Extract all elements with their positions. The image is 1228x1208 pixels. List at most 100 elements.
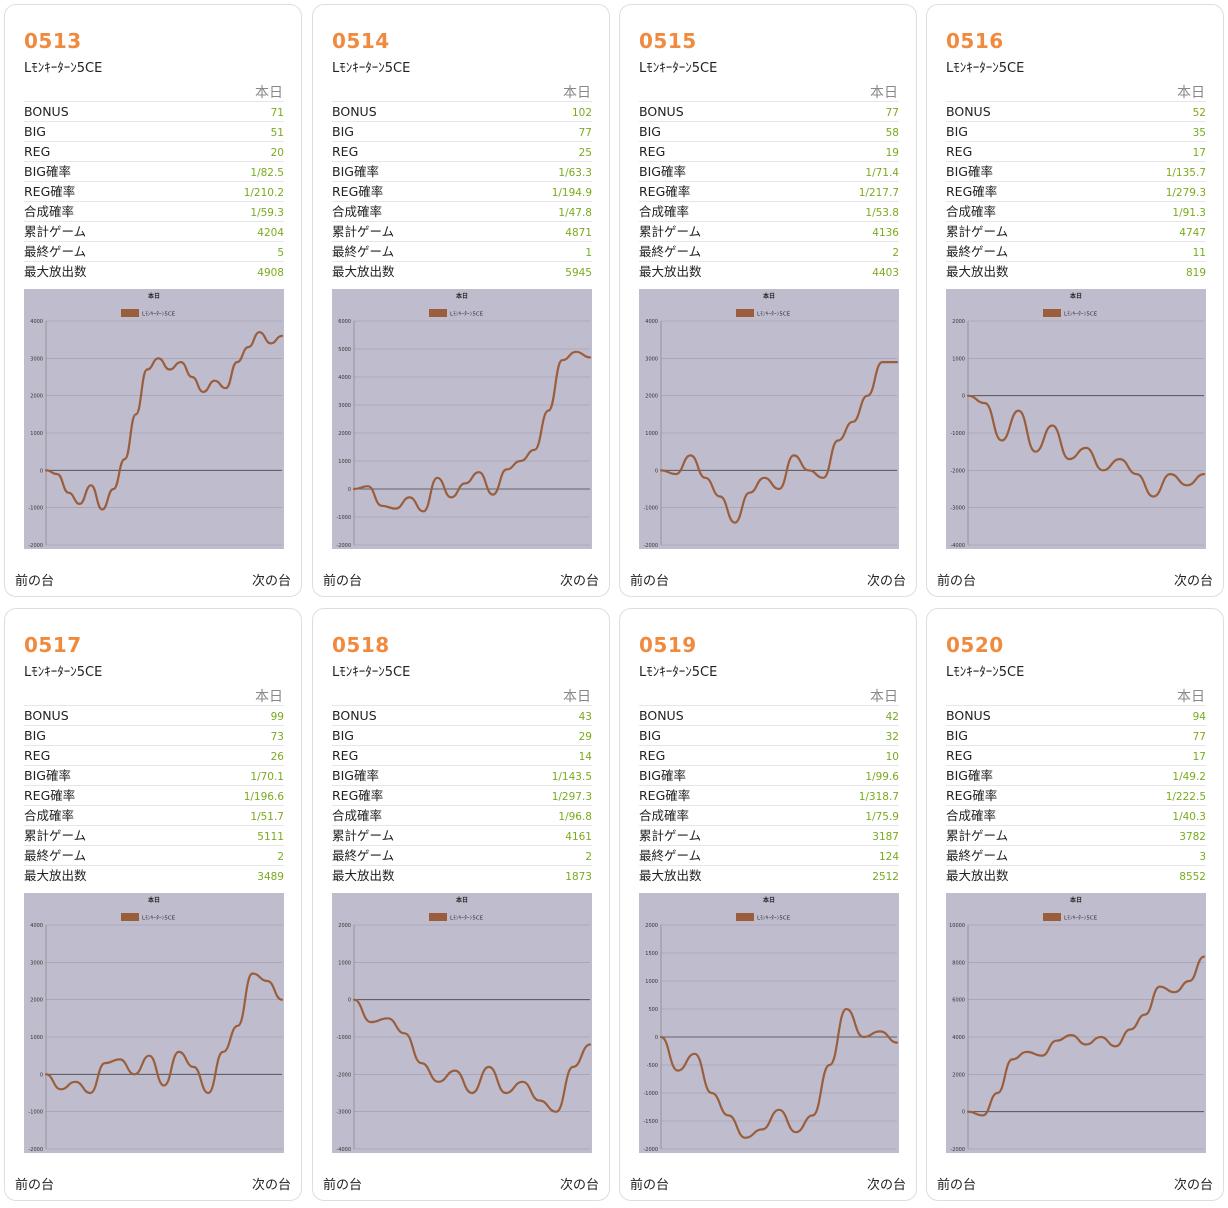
next-machine-link[interactable]: 次の台: [559, 574, 599, 589]
legend-label: Lﾓﾝｷｰﾀｰﾝ5CE: [142, 311, 176, 318]
machine-card[interactable]: 0516 Lﾓﾝｷｰﾀｰﾝ5CE 本日 BONUS 52 BIG 35 REG 17 BIG確率 1…: [926, 4, 1224, 597]
stat-label: REG: [332, 144, 359, 159]
y-tick-label: 1500: [645, 951, 658, 957]
stat-row: 最大放出数 3489: [24, 865, 284, 885]
prev-machine-link[interactable]: 前の台: [323, 574, 363, 589]
stat-value: 71: [270, 107, 284, 119]
next-machine-link[interactable]: 次の台: [251, 574, 291, 589]
stat-label: REG確率: [24, 788, 76, 803]
slump-graph: 本日 Lﾓﾝｷｰﾀｰﾝ5CE -4000 -3000 -2000 -1000 0 1000 20…: [946, 289, 1206, 549]
slump-graph-svg: 本日 Lﾓﾝｷｰﾀｰﾝ5CE -2000 -1000 0 1000 2000 3000 4000: [28, 292, 284, 549]
prev-machine-link[interactable]: 前の台: [15, 1178, 55, 1193]
y-tick-label: 8000: [952, 960, 965, 966]
machine-number[interactable]: 0518: [332, 633, 390, 657]
stat-value: 1/70.1: [250, 771, 284, 783]
stat-value: 4908: [257, 267, 284, 279]
machine-number[interactable]: 0517: [24, 633, 82, 657]
y-tick-label: 2000: [645, 394, 658, 400]
stat-value: 1/99.6: [865, 771, 899, 783]
y-tick-label: -2000: [28, 1147, 43, 1153]
stat-label: BIG確率: [24, 164, 71, 179]
y-tick-label: 0: [655, 1035, 658, 1041]
stat-label: BIG: [24, 124, 46, 139]
today-column-header: 本日: [870, 85, 898, 101]
y-tick-label: 3000: [645, 356, 658, 362]
stat-label: 累計ゲーム: [24, 224, 87, 239]
stat-label: 最終ゲーム: [639, 848, 702, 863]
prev-machine-link[interactable]: 前の台: [937, 1178, 977, 1193]
machine-number[interactable]: 0513: [24, 29, 82, 53]
stat-label: 最終ゲーム: [946, 848, 1009, 863]
stat-row: 累計ゲーム 4136: [639, 221, 899, 241]
stat-label: 合成確率: [24, 204, 75, 219]
machine-number[interactable]: 0519: [639, 633, 697, 657]
stat-label: 合成確率: [946, 204, 997, 219]
stat-label: BIG確率: [946, 768, 993, 783]
next-machine-link[interactable]: 次の台: [251, 1178, 291, 1193]
legend-label: Lﾓﾝｷｰﾀｰﾝ5CE: [142, 915, 176, 922]
prev-machine-link[interactable]: 前の台: [937, 574, 977, 589]
stat-value: 1: [585, 247, 592, 259]
stat-row: 最大放出数 819: [946, 261, 1206, 281]
next-machine-link[interactable]: 次の台: [1173, 574, 1213, 589]
stat-row: 最大放出数 8552: [946, 865, 1206, 885]
chart-title: 本日: [1070, 292, 1082, 300]
next-machine-link[interactable]: 次の台: [866, 574, 906, 589]
y-tick-label: -2000: [28, 543, 43, 549]
machine-number[interactable]: 0515: [639, 29, 697, 53]
stat-label: 累計ゲーム: [946, 828, 1009, 843]
stat-label: 最終ゲーム: [639, 244, 702, 259]
prev-machine-link[interactable]: 前の台: [630, 1178, 670, 1193]
stat-row: BIG 32: [639, 725, 899, 745]
stat-row: BIG確率 1/63.3: [332, 161, 592, 181]
y-tick-label: 6000: [338, 319, 351, 325]
y-tick-label: 0: [962, 1110, 965, 1116]
machine-card[interactable]: 0513 Lﾓﾝｷｰﾀｰﾝ5CE 本日 BONUS 71 BIG 51 REG 20 BIG確率 1…: [4, 4, 302, 597]
next-machine-link[interactable]: 次の台: [559, 1178, 599, 1193]
machine-number[interactable]: 0520: [946, 633, 1004, 657]
stat-value: 32: [885, 731, 899, 743]
chart-title: 本日: [1070, 896, 1082, 904]
stat-value: 2: [585, 851, 592, 863]
stat-row: 最終ゲーム 2: [24, 845, 284, 865]
stat-value: 26: [270, 751, 284, 763]
stat-value: 4161: [565, 831, 592, 843]
next-machine-link[interactable]: 次の台: [1173, 1178, 1213, 1193]
machine-card[interactable]: 0520 Lﾓﾝｷｰﾀｰﾝ5CE 本日 BONUS 94 BIG 77 REG 17 BIG確率 1…: [926, 608, 1224, 1201]
prev-machine-link[interactable]: 前の台: [323, 1178, 363, 1193]
stat-value: 1/143.5: [551, 771, 592, 783]
stat-label: REG: [639, 748, 666, 763]
stat-value: 58: [885, 127, 899, 139]
next-machine-link[interactable]: 次の台: [866, 1178, 906, 1193]
stat-row: REG 20: [24, 141, 284, 161]
machine-number[interactable]: 0514: [332, 29, 390, 53]
y-tick-label: -2000: [643, 1147, 658, 1153]
prev-machine-link[interactable]: 前の台: [630, 574, 670, 589]
machine-number[interactable]: 0516: [946, 29, 1004, 53]
stat-label: 最大放出数: [332, 868, 395, 883]
prev-machine-link[interactable]: 前の台: [15, 574, 55, 589]
chart-title: 本日: [148, 292, 160, 300]
stat-label: BONUS: [946, 104, 991, 119]
stat-value: 1/135.7: [1165, 167, 1206, 179]
stat-label: BIG確率: [332, 164, 379, 179]
stat-value: 99: [270, 711, 284, 723]
machine-card[interactable]: 0518 Lﾓﾝｷｰﾀｰﾝ5CE 本日 BONUS 43 BIG 29 REG 14 BIG確率 1…: [312, 608, 610, 1201]
legend-swatch: [121, 913, 139, 921]
stat-label: BIG確率: [946, 164, 993, 179]
stat-row: 合成確率 1/53.8: [639, 201, 899, 221]
stat-label: BIG確率: [639, 164, 686, 179]
stat-row: BONUS 102: [332, 101, 592, 121]
stat-label: 最終ゲーム: [332, 244, 395, 259]
machine-card[interactable]: 0517 Lﾓﾝｷｰﾀｰﾝ5CE 本日 BONUS 99 BIG 73 REG 26 BIG確率 1…: [4, 608, 302, 1201]
stat-label: BIG確率: [639, 768, 686, 783]
stat-row: BONUS 77: [639, 101, 899, 121]
stat-value: 25: [578, 147, 592, 159]
machine-card[interactable]: 0519 Lﾓﾝｷｰﾀｰﾝ5CE 本日 BONUS 42 BIG 32 REG 10 BIG確率 1…: [619, 608, 917, 1201]
stat-row: BIG確率 1/135.7: [946, 161, 1206, 181]
y-tick-label: -4000: [336, 1147, 351, 1153]
stat-row: 最大放出数 1873: [332, 865, 592, 885]
machine-card[interactable]: 0515 Lﾓﾝｷｰﾀｰﾝ5CE 本日 BONUS 77 BIG 58 REG 19 BIG確率 1…: [619, 4, 917, 597]
y-tick-label: 3000: [30, 960, 43, 966]
machine-card[interactable]: 0514 Lﾓﾝｷｰﾀｰﾝ5CE 本日 BONUS 102 BIG 77 REG 25 BIG確率…: [312, 4, 610, 597]
